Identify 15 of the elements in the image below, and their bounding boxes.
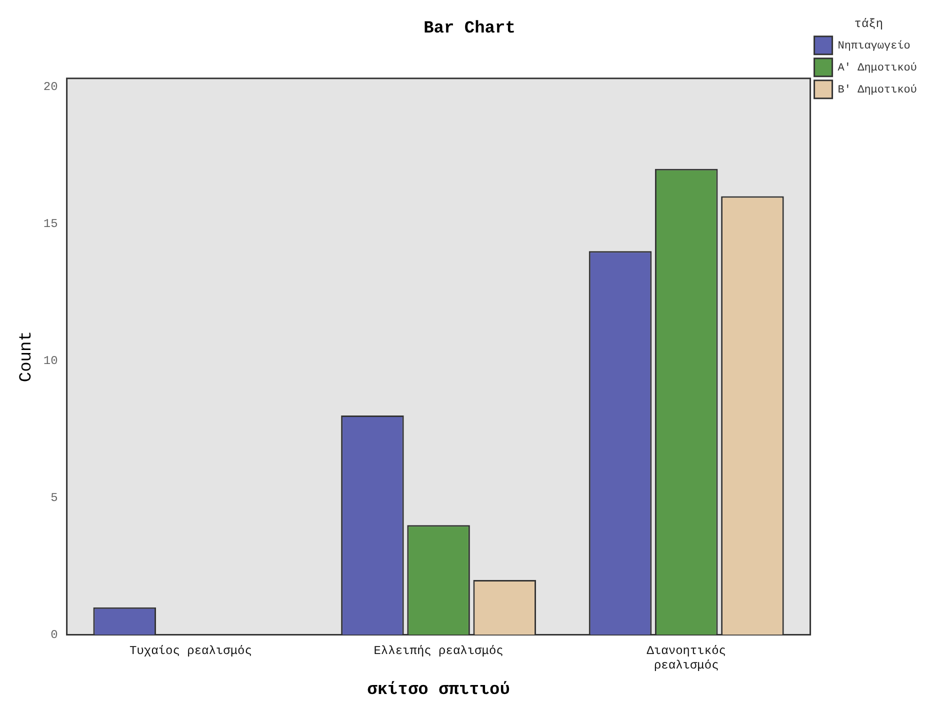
y-tick-label: 0 — [50, 628, 58, 642]
y-axis-title: Count — [18, 331, 37, 382]
chart-title: Bar Chart — [424, 19, 516, 38]
y-tick-label: 5 — [50, 490, 58, 505]
x-axis-title: σκίτσο σπιτιού — [367, 681, 510, 700]
y-tick-label: 10 — [43, 354, 58, 368]
x-tick-label: Τυχαίος ρεαλισμός — [130, 644, 252, 658]
legend-title: τάξη — [854, 17, 884, 32]
y-tick-label: 20 — [43, 80, 58, 94]
legend-label: Νηπιαγωγείο — [838, 39, 910, 52]
legend-label: Β' Δημοτικού — [838, 83, 918, 96]
x-tick-label: Διανοητικός ρεαλισμός — [646, 644, 726, 673]
x-tick-label: Ελλειπής ρεαλισμός — [374, 644, 504, 658]
legend-label: Α' Δημοτικού — [838, 61, 918, 74]
y-tick-label: 15 — [43, 216, 58, 231]
